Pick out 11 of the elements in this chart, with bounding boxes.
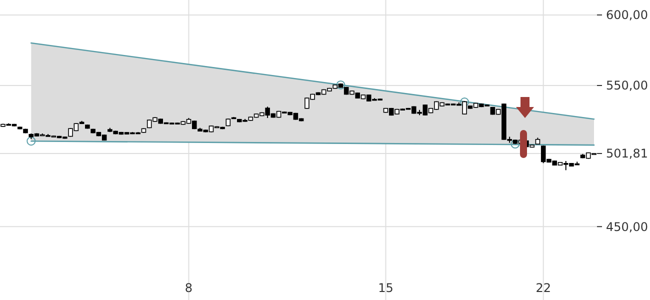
x-tick-label: 15 <box>378 281 394 295</box>
y-tick-label: 600,00 <box>606 8 648 22</box>
point <box>460 98 470 107</box>
point <box>510 140 520 149</box>
point <box>26 136 36 146</box>
y-tick-label: 501,81 <box>606 146 648 161</box>
x-tick-label: 22 <box>536 281 551 295</box>
y-tick-label: 550,00 <box>606 78 648 93</box>
y-tick-label: 450,00 <box>606 220 648 234</box>
x-tick-label: 8 <box>184 281 193 295</box>
point <box>336 80 346 90</box>
